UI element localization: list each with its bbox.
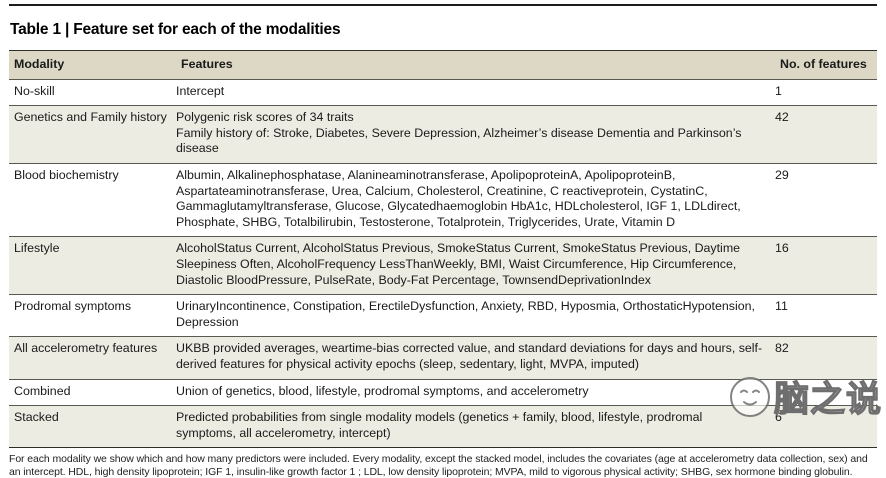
features-cell: Polygenic risk scores of 34 traits Famil…: [176, 110, 742, 156]
features-cell: UrinaryIncontinence, Constipation, Erect…: [176, 299, 755, 329]
modality-cell: Prodromal symptoms: [14, 299, 132, 314]
feature-table: Modality Features No. of features No-ski…: [9, 50, 877, 449]
feature-count-cell: 29: [775, 167, 789, 182]
table-row: Prodromal symptoms UrinaryIncontinence, …: [9, 294, 877, 336]
feature-count-cell: 6: [775, 410, 782, 425]
features-cell: Predicted probabilities from single moda…: [176, 410, 703, 440]
table-row: Stacked Predicted probabilities from sin…: [9, 405, 877, 448]
table-row: Blood biochemistry Albumin, Alkalinephos…: [9, 162, 877, 236]
table-footnote: For each modality we show which and how …: [9, 453, 868, 478]
feature-count-cell: 168: [775, 383, 796, 398]
modality-cell: Blood biochemistry: [14, 167, 119, 182]
table-row: No-skill Intercept 1: [9, 78, 877, 106]
modality-cell: Genetics and Family history: [14, 110, 167, 125]
feature-count-cell: 16: [775, 241, 789, 256]
features-cell: UKBB provided averages, weartime-bias co…: [176, 341, 763, 371]
features-cell: Intercept: [176, 83, 225, 98]
feature-count-cell: 1: [775, 83, 782, 98]
modality-cell: Stacked: [14, 410, 59, 425]
modality-cell: Combined: [14, 383, 71, 398]
column-header-features: Features: [181, 57, 233, 71]
features-cell: AlcoholStatus Current, AlcoholStatus Pre…: [176, 241, 741, 287]
modality-cell: No-skill: [14, 83, 55, 98]
table-title: Table 1 | Feature set for each of the mo…: [10, 21, 341, 38]
modality-cell: All accelerometry features: [14, 341, 158, 356]
column-header-modality: Modality: [14, 57, 65, 71]
table-row: Lifestyle AlcoholStatus Current, Alcohol…: [9, 236, 877, 295]
column-header-count: No. of features: [780, 57, 867, 71]
table-row: Genetics and Family history Polygenic ri…: [9, 105, 877, 163]
table-row: All accelerometry features UKBB provided…: [9, 336, 877, 379]
feature-count-cell: 11: [775, 299, 788, 314]
features-cell: Union of genetics, blood, lifestyle, pro…: [176, 383, 589, 398]
paper-table-page: Table 1 | Feature set for each of the mo…: [0, 4, 886, 478]
table-row: Combined Union of genetics, blood, lifes…: [9, 378, 877, 406]
modality-cell: Lifestyle: [14, 241, 60, 256]
feature-count-cell: 82: [775, 341, 789, 356]
feature-count-cell: 42: [775, 110, 789, 125]
page-top-rule: [9, 4, 877, 6]
features-cell: Albumin, Alkalinephosphatase, Alanineami…: [176, 167, 741, 229]
table-header-row: Modality Features No. of features: [9, 51, 877, 79]
